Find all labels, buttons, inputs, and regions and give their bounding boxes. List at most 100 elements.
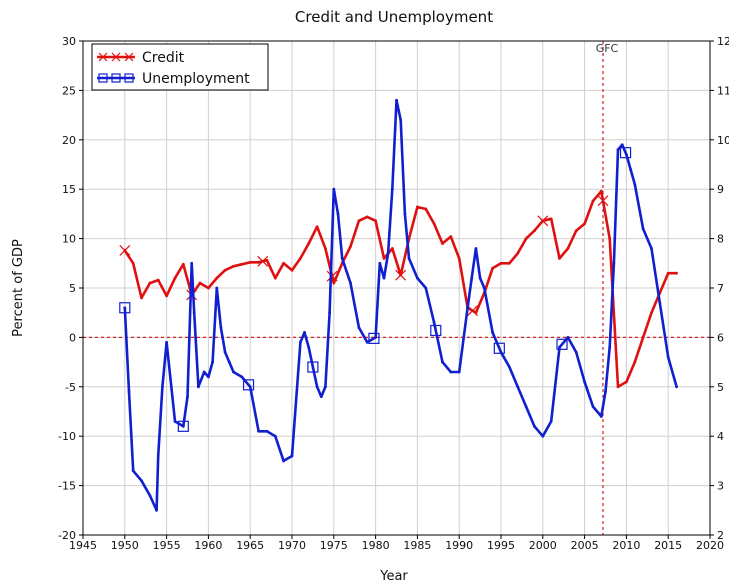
data-point-unemployment — [478, 276, 482, 280]
data-point-unemployment — [474, 247, 478, 250]
unemployment-marker — [493, 342, 505, 354]
legend-marker-icon — [111, 73, 121, 83]
data-point-credit — [416, 205, 419, 209]
data-point-credit — [156, 278, 160, 282]
y2-tick-label: 7 — [717, 282, 724, 295]
data-point-credit — [641, 336, 645, 339]
data-point-credit — [574, 229, 578, 233]
data-point-unemployment — [303, 331, 306, 334]
data-point-unemployment — [620, 143, 624, 147]
data-point-unemployment — [608, 345, 612, 349]
y-tick-label: -20 — [58, 529, 76, 542]
data-point-unemployment — [641, 227, 645, 231]
data-point-unemployment — [378, 261, 382, 265]
data-point-unemployment — [424, 286, 428, 290]
credit-marker — [467, 305, 479, 317]
unemployment-marker — [177, 420, 189, 432]
legend-item-credit: Credit — [97, 50, 185, 66]
data-point-unemployment — [123, 306, 127, 310]
credit-marker — [537, 215, 549, 227]
data-point-unemployment — [215, 286, 219, 290]
data-point-unemployment — [332, 187, 336, 191]
data-point-unemployment — [349, 281, 352, 285]
data-point-unemployment — [265, 429, 269, 433]
x-tick-label: 2010 — [612, 539, 640, 552]
data-point-unemployment — [227, 360, 231, 364]
data-point-credit — [332, 281, 336, 285]
data-point-unemployment — [186, 395, 189, 399]
y-tick-label: 25 — [62, 84, 76, 97]
data-point-unemployment — [211, 360, 214, 364]
data-point-unemployment — [173, 419, 177, 423]
data-point-unemployment — [574, 350, 578, 354]
data-point-unemployment — [629, 168, 632, 171]
y2-tick-label: 6 — [717, 331, 724, 344]
data-point-unemployment — [257, 429, 260, 433]
data-point-credit — [432, 222, 436, 226]
data-point-unemployment — [127, 390, 131, 394]
data-point-credit — [181, 262, 185, 266]
legend-marker-icon — [98, 52, 108, 62]
y-tick-label: 0 — [69, 331, 76, 344]
y2-tick-label: 2 — [717, 529, 724, 542]
data-point-credit — [625, 380, 628, 384]
data-point-unemployment — [161, 385, 164, 389]
x-tick-label: 1975 — [320, 539, 348, 552]
data-point-unemployment — [507, 365, 511, 369]
legend-marker-icon — [98, 73, 108, 83]
data-point-credit — [382, 256, 386, 260]
data-point-unemployment — [196, 385, 200, 389]
data-point-unemployment — [315, 385, 319, 389]
data-point-unemployment — [566, 336, 570, 339]
chart-title: Credit and Unemployment — [295, 8, 493, 26]
data-point-unemployment — [190, 261, 194, 265]
data-point-credit — [390, 247, 394, 250]
data-point-unemployment — [319, 395, 323, 399]
data-point-unemployment — [365, 340, 369, 344]
credit-marker — [395, 269, 407, 281]
unemployment-marker — [307, 361, 319, 373]
data-point-unemployment — [324, 385, 327, 389]
data-point-unemployment — [633, 182, 637, 186]
data-point-unemployment — [232, 370, 235, 374]
y-tick-label: 30 — [62, 35, 76, 48]
data-point-unemployment — [403, 212, 407, 216]
data-point-unemployment — [382, 276, 386, 280]
x-tick-label: 1995 — [487, 539, 515, 552]
data-point-credit — [608, 237, 612, 241]
data-point-unemployment — [207, 375, 210, 379]
data-point-unemployment — [491, 331, 495, 334]
data-point-credit — [666, 271, 670, 275]
data-point-credit — [516, 252, 520, 255]
x-tick-label: 1945 — [69, 539, 97, 552]
data-point-credit — [349, 245, 352, 248]
data-point-unemployment — [374, 336, 377, 339]
data-point-credit — [282, 261, 286, 265]
data-point-unemployment — [482, 286, 486, 290]
y-tick-label: -10 — [58, 430, 76, 443]
x-tick-label: 1990 — [445, 539, 473, 552]
data-point-unemployment — [131, 469, 135, 473]
gfc-label: GFC — [596, 42, 619, 55]
data-point-unemployment — [616, 148, 620, 152]
data-point-unemployment — [298, 340, 302, 344]
data-point-unemployment — [599, 415, 603, 418]
data-point-unemployment — [470, 276, 474, 280]
data-point-unemployment — [240, 375, 244, 379]
unemployment-marker — [368, 332, 380, 344]
data-point-unemployment — [558, 345, 561, 349]
x-tick-label: 2005 — [571, 539, 599, 552]
ticks-group: 1945 1950 1955 1960 1965 1970 1975 1980 1985 1990… — [58, 35, 729, 552]
data-point-unemployment — [625, 153, 628, 157]
data-point-credit — [240, 262, 244, 266]
unemployment-marker — [430, 324, 442, 337]
y2-tick-label: 3 — [717, 480, 724, 493]
legend-label: Credit — [142, 50, 185, 66]
data-point-credit — [173, 276, 177, 280]
credit-marker — [597, 195, 609, 207]
y-axis-label: Percent of GDP — [11, 239, 26, 337]
x-tick-label: 2015 — [654, 539, 682, 552]
data-point-credit — [457, 256, 461, 260]
data-point-credit — [599, 189, 603, 193]
x-tick-label: 1970 — [278, 539, 306, 552]
